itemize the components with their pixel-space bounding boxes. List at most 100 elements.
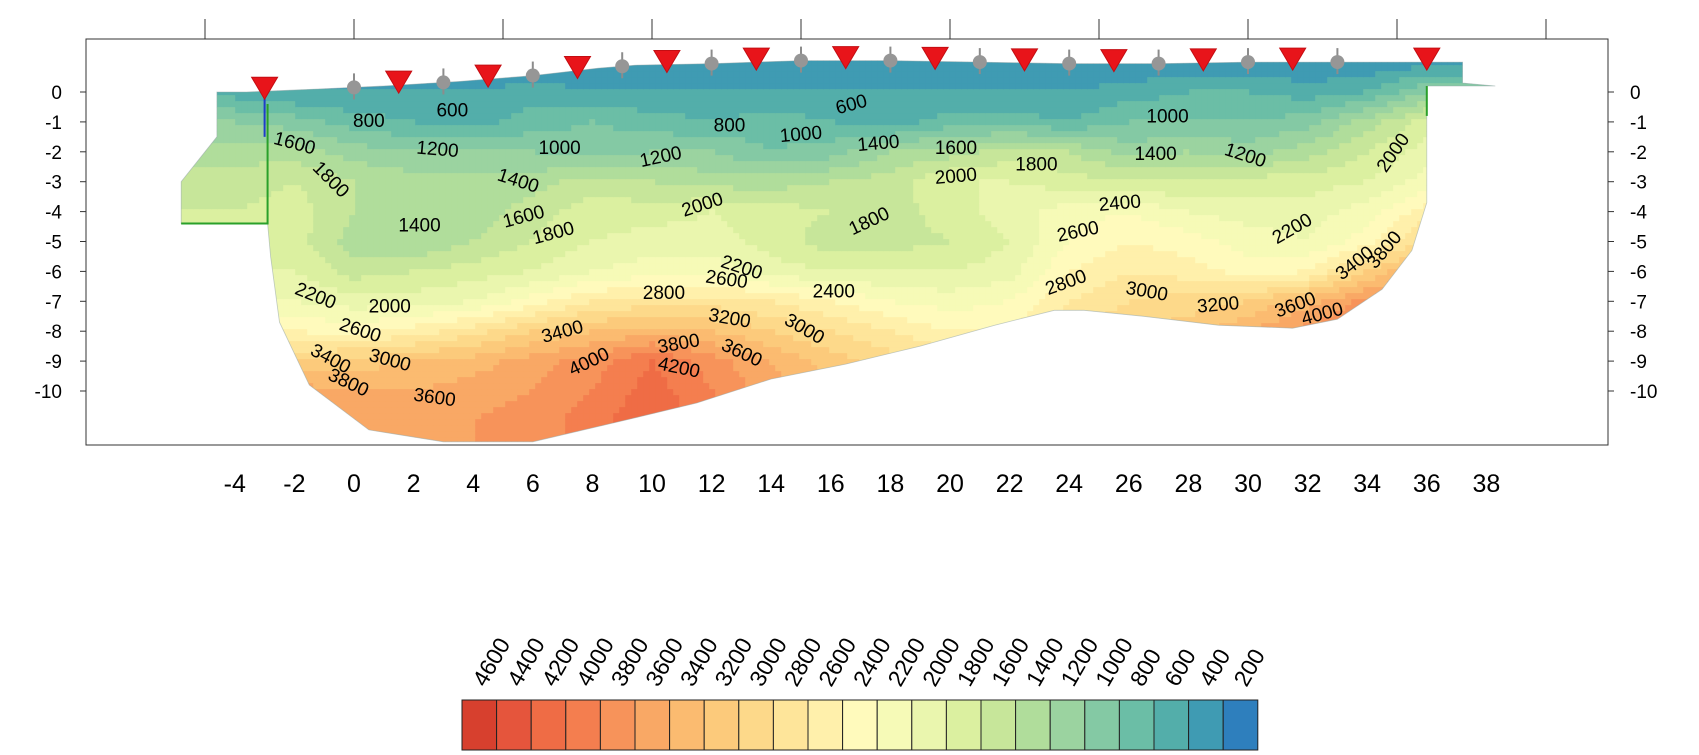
velocity-cell — [607, 389, 614, 396]
velocity-cell — [505, 155, 512, 162]
velocity-cell — [355, 137, 362, 144]
velocity-cell — [439, 413, 446, 420]
velocity-cell — [253, 149, 260, 156]
velocity-cell — [427, 233, 434, 240]
velocity-cell — [535, 257, 542, 264]
velocity-cell — [355, 209, 362, 216]
velocity-cell — [271, 347, 278, 354]
velocity-cell — [463, 287, 470, 294]
velocity-cell — [301, 131, 308, 138]
velocity-cell — [511, 107, 518, 114]
velocity-cell — [505, 191, 512, 198]
velocity-cell — [379, 329, 386, 336]
velocity-cell — [205, 281, 212, 288]
velocity-cell — [619, 197, 626, 204]
velocity-cell — [259, 137, 266, 144]
velocity-cell — [613, 311, 620, 318]
velocity-cell — [337, 269, 344, 276]
velocity-cell — [271, 323, 278, 330]
velocity-cell — [499, 269, 506, 276]
velocity-cell — [259, 329, 266, 336]
velocity-cell — [343, 197, 350, 204]
velocity-cell — [607, 341, 614, 348]
velocity-cell — [199, 383, 206, 390]
velocity-cell — [505, 395, 512, 402]
velocity-cell — [325, 191, 332, 198]
velocity-cell — [397, 335, 404, 342]
velocity-cell — [277, 383, 284, 390]
velocity-cell — [217, 287, 224, 294]
velocity-cell — [361, 323, 368, 330]
velocity-cell — [427, 53, 434, 60]
velocity-cell — [553, 299, 560, 306]
velocity-cell — [541, 239, 548, 246]
velocity-cell — [535, 77, 542, 84]
velocity-cell — [433, 389, 440, 396]
velocity-cell — [505, 347, 512, 354]
velocity-cell — [373, 167, 380, 174]
velocity-cell — [355, 257, 362, 264]
velocity-cell — [181, 341, 182, 348]
velocity-cell — [181, 437, 188, 442]
velocity-cell — [301, 425, 308, 432]
velocity-cell — [397, 155, 404, 162]
velocity-cell — [373, 281, 380, 288]
velocity-cell — [433, 269, 440, 276]
velocity-cell — [247, 449, 254, 456]
velocity-cell — [259, 437, 266, 442]
velocity-cell — [583, 443, 590, 450]
velocity-cell — [265, 377, 272, 384]
velocity-cell — [487, 197, 494, 204]
velocity-cell — [475, 401, 482, 408]
velocity-cell — [439, 365, 446, 372]
velocity-cell — [481, 287, 488, 294]
velocity-cell — [589, 167, 596, 174]
velocity-cell — [613, 83, 620, 90]
velocity-cell — [379, 227, 386, 234]
velocity-cell — [433, 365, 440, 372]
velocity-cell — [397, 365, 404, 372]
velocity-cell — [379, 299, 386, 306]
velocity-cell — [523, 185, 530, 192]
velocity-cell — [439, 401, 446, 408]
velocity-cell — [457, 89, 464, 96]
velocity-cell — [499, 143, 506, 150]
velocity-cell — [457, 125, 464, 132]
velocity-cell — [511, 203, 518, 210]
velocity-cell — [619, 269, 626, 276]
velocity-cell — [385, 269, 392, 276]
velocity-cell — [559, 395, 566, 402]
velocity-cell — [421, 113, 428, 120]
velocity-cell — [391, 353, 398, 360]
velocity-cell — [511, 101, 518, 108]
velocity-cell — [529, 263, 536, 270]
velocity-cell — [499, 377, 506, 384]
velocity-cell — [271, 329, 278, 336]
velocity-cell — [469, 95, 476, 102]
velocity-cell — [193, 263, 200, 270]
velocity-cell — [439, 281, 446, 288]
velocity-cell — [409, 407, 416, 414]
velocity-cell — [493, 173, 500, 180]
velocity-cell — [313, 53, 320, 60]
velocity-cell — [439, 257, 446, 264]
velocity-cell — [403, 263, 410, 270]
velocity-cell — [379, 185, 386, 192]
velocity-cell — [181, 377, 188, 384]
velocity-cell — [535, 167, 542, 174]
velocity-cell — [271, 383, 278, 390]
velocity-cell — [445, 185, 452, 192]
velocity-cell — [361, 71, 368, 78]
velocity-cell — [295, 119, 302, 126]
velocity-cell — [481, 305, 488, 312]
velocity-cell — [409, 395, 416, 402]
velocity-cell — [181, 353, 188, 360]
velocity-cell — [211, 239, 218, 246]
velocity-cell — [367, 71, 374, 78]
velocity-cell — [265, 353, 272, 360]
velocity-cell — [247, 125, 254, 132]
velocity-cell — [439, 437, 446, 442]
velocity-cell — [457, 173, 464, 180]
velocity-cell — [223, 425, 230, 432]
velocity-cell — [571, 263, 578, 270]
